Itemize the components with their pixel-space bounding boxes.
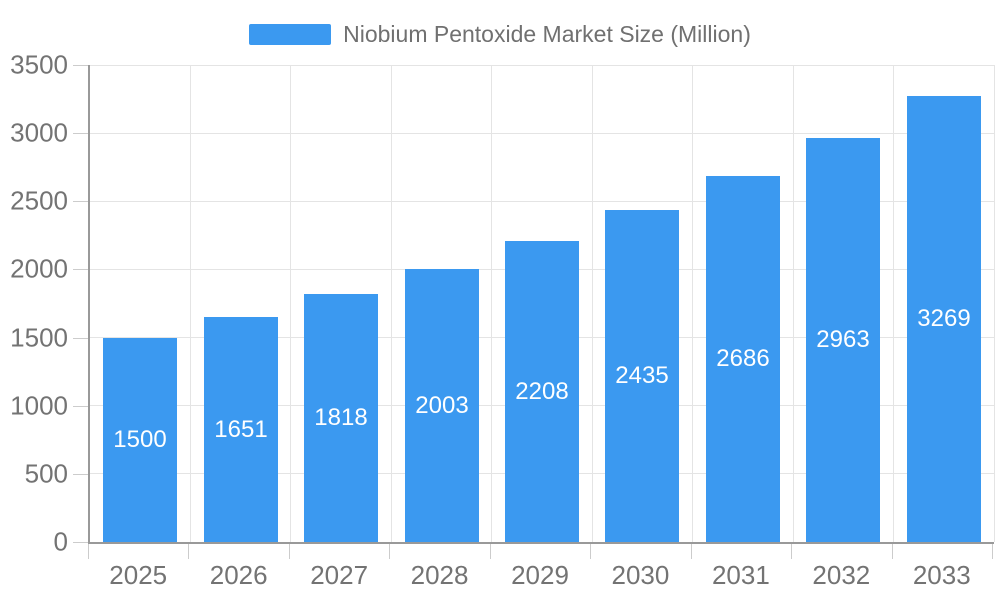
x-tick-label: 2027 [310, 560, 369, 590]
legend-swatch [249, 23, 332, 45]
x-tick-label: 2025 [109, 560, 168, 590]
x-axis-tick [88, 544, 89, 559]
gridline-v [390, 65, 392, 542]
y-tick-label: 3000 [10, 117, 68, 148]
y-tick-label: 3500 [10, 49, 68, 80]
bar[interactable] [204, 317, 278, 542]
x-axis-tick [489, 544, 491, 559]
bar[interactable] [806, 138, 880, 542]
gridline-v [290, 65, 292, 542]
legend[interactable]: Niobium Pentoxide Market Size (Million) [0, 14, 1000, 54]
gridline-v [491, 65, 493, 542]
y-axis-tick [73, 133, 88, 135]
gridline-v [893, 65, 895, 542]
y-axis-tick [73, 473, 88, 475]
x-tick-label: 2032 [812, 560, 871, 590]
bar[interactable] [103, 338, 177, 542]
y-tick-label: 1000 [10, 390, 68, 421]
gridline-v [692, 65, 694, 542]
x-tick-label: 2030 [611, 560, 670, 590]
bar[interactable] [605, 210, 679, 542]
bar[interactable] [304, 294, 378, 542]
plot-area: 1500 1651 1818 2003 2208 2435 2686 2963 3269 [88, 64, 995, 544]
x-axis-tick [188, 544, 190, 559]
y-tick-label: 2000 [10, 253, 68, 284]
x-tick-label: 2033 [912, 560, 971, 590]
gridline-h [90, 132, 994, 134]
gridline-h [90, 64, 994, 66]
x-axis-tick [590, 544, 592, 559]
x-axis-tick [690, 544, 692, 559]
bar[interactable] [405, 269, 479, 542]
y-axis-tick [73, 542, 88, 543]
x-tick-label: 2026 [209, 560, 268, 590]
y-axis-tick [73, 269, 88, 271]
y-tick-label: 0 [53, 526, 68, 557]
gridline-v [792, 65, 794, 542]
x-tick-label: 2028 [410, 560, 469, 590]
y-tick-label: 1500 [10, 322, 68, 353]
x-tick-label: 2029 [511, 560, 569, 590]
bar[interactable] [706, 176, 780, 542]
x-axis-tick [389, 544, 391, 559]
x-axis-tick [891, 544, 893, 559]
y-axis-tick [73, 201, 88, 203]
y-tick-label: 2500 [10, 185, 68, 216]
x-axis-tick [791, 544, 793, 559]
y-tick-label: 500 [24, 458, 68, 489]
bar[interactable] [907, 96, 981, 542]
x-axis-tick [992, 544, 993, 559]
y-axis-tick [73, 405, 88, 407]
x-tick-label: 2031 [711, 560, 770, 590]
gridline-v [993, 65, 995, 542]
gridline-h [90, 200, 994, 202]
y-axis-tick [73, 337, 88, 339]
y-axis-tick [73, 65, 88, 66]
gridline-v [189, 65, 191, 542]
legend-label: Niobium Pentoxide Market Size (Million) [343, 20, 751, 47]
bar[interactable] [505, 241, 579, 542]
x-axis-tick [288, 544, 290, 559]
gridline-v [591, 65, 593, 542]
